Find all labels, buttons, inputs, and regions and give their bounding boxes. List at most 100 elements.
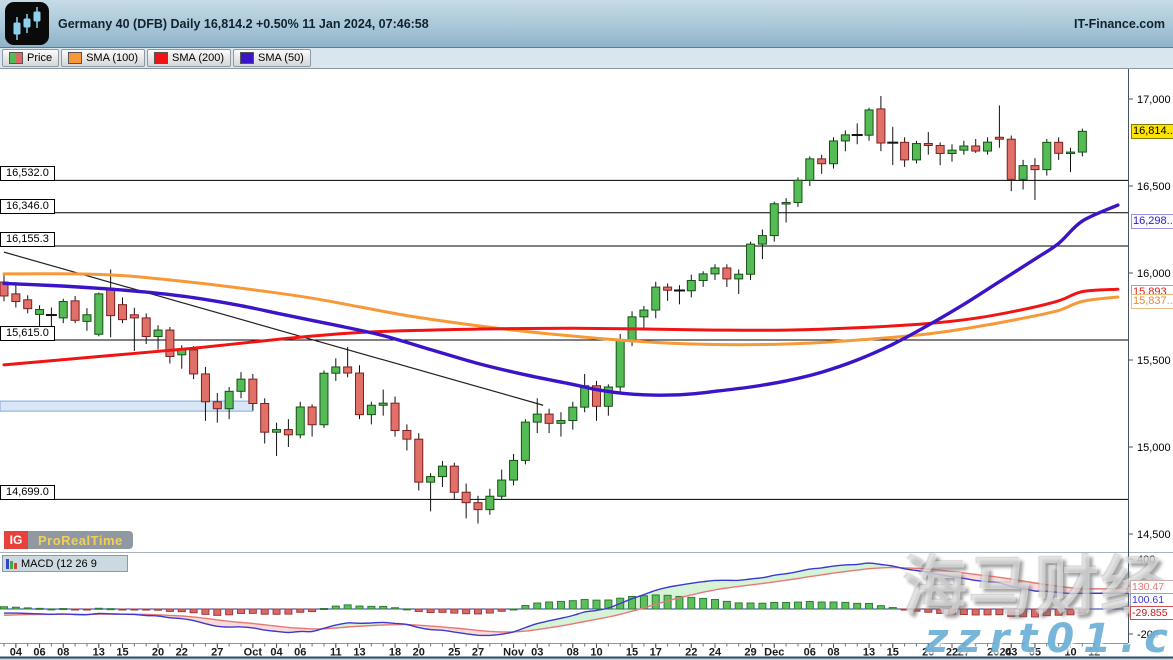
date-axis-label: 11 (330, 647, 342, 659)
sma200-line (2, 287, 1120, 367)
date-axis-label: 04 (270, 647, 283, 659)
candle (165, 329, 175, 358)
candle (757, 235, 767, 245)
macd-hist-bar (94, 607, 103, 610)
macd-hist-bar (11, 606, 20, 610)
candle (426, 476, 436, 483)
level-label: 15,615.0 (0, 325, 55, 341)
macd-line (3, 562, 1128, 637)
sma100-price-flag: 15,837.. (1131, 294, 1173, 310)
macd-hist-bar (331, 605, 340, 610)
candle (485, 495, 495, 511)
candle (1077, 130, 1087, 153)
macd-hist-bar (82, 608, 91, 611)
candle (248, 378, 258, 405)
candle (520, 421, 530, 461)
candle (639, 309, 649, 318)
date-axis-label: 22 (176, 647, 188, 659)
legend-label: SMA (100) (86, 52, 139, 64)
candle (663, 286, 673, 291)
date-axis-label: 06 (294, 647, 306, 659)
macd-hist-bar (521, 605, 530, 610)
candle (544, 413, 554, 424)
date-axis-label: 17 (650, 647, 662, 659)
candle (829, 140, 838, 165)
candle-doji (887, 141, 899, 144)
legend-label: SMA (50) (258, 52, 304, 64)
candle (129, 314, 139, 319)
macd-hist-bar (355, 605, 364, 610)
macd-hist-bar (35, 607, 44, 610)
macd-hist-bar (485, 608, 494, 614)
macd-hist-bar (1054, 608, 1063, 616)
macd-hist-bar (746, 602, 755, 610)
legend-tab-sma50[interactable]: SMA (50) (233, 49, 311, 67)
candle (319, 372, 329, 426)
macd-hist-bar (189, 608, 198, 614)
macd-hist-bar (711, 599, 719, 610)
candle (864, 109, 874, 136)
candle (224, 390, 234, 410)
candle (23, 299, 33, 310)
date-axis-label: 15 (116, 647, 128, 659)
instrument-title: Germany 40 (DFB) Daily 16,814.2 +0.50% 1… (58, 16, 429, 31)
macd-hist-bar (545, 601, 554, 610)
sma50-line (2, 203, 1120, 397)
legend-tab-price[interactable]: Price (2, 49, 60, 67)
macd-hist-bar (319, 607, 328, 610)
date-axis-label: 10 (590, 647, 602, 659)
level-label: 16,155.3 (0, 231, 55, 247)
macd-hist-bar (675, 595, 684, 610)
macd-hist-bar (770, 601, 779, 610)
candle (1018, 165, 1028, 180)
candle (651, 286, 661, 311)
macd-hist-bar (924, 608, 933, 613)
macd-hist-bar (343, 604, 352, 610)
macd-signal-line (3, 566, 1128, 633)
candle (947, 149, 957, 154)
macd-hist-bar (177, 608, 186, 613)
prorealtime-badge[interactable]: IG ProRealTime (4, 531, 133, 549)
macd-hist-bar (995, 608, 1004, 616)
candle (1054, 141, 1064, 154)
macd-hist-bar (248, 608, 257, 614)
macd-hist-bar (142, 608, 151, 611)
date-axis-label: 27 (958, 647, 970, 659)
candle (260, 403, 270, 433)
macd-hist-bar (1066, 608, 1075, 616)
macd-hist-bar (130, 608, 139, 611)
candle (935, 144, 945, 154)
candle (331, 366, 341, 374)
candle (746, 243, 756, 275)
candle (497, 479, 507, 497)
date-axis-label: Nov (503, 647, 525, 659)
candle (876, 108, 886, 144)
candle (461, 491, 471, 504)
macd-indicator-tab[interactable]: MACD (12 26 9 (2, 555, 128, 572)
trendline (3, 251, 544, 406)
macd-hist-bar (841, 601, 850, 610)
candlestick-logo-icon[interactable] (5, 2, 49, 45)
date-axis-label: 03 (531, 647, 543, 659)
macd-hist-bar (296, 608, 305, 613)
legend-tab-sma200[interactable]: SMA (200) (147, 49, 231, 67)
macd-hist-bar (118, 608, 127, 611)
date-axis-label: 05 (1029, 647, 1041, 659)
candle (698, 273, 708, 281)
level-label: 16,532.0 (0, 166, 55, 182)
macd-hist-bar (272, 608, 281, 615)
date-axis-label: 20 (152, 647, 164, 659)
macd-hist-bar (213, 608, 222, 616)
candle (355, 372, 364, 416)
macd-hist-bar (201, 608, 210, 615)
macd-hist-bar (865, 602, 874, 610)
macd-hist-bar (580, 599, 589, 610)
candle (793, 179, 803, 204)
legend-tab-sma100[interactable]: SMA (100) (61, 49, 146, 67)
legend-label: SMA (200) (172, 52, 224, 64)
macd-hist-bar (568, 600, 577, 610)
date-axis-label: 18 (389, 647, 401, 659)
candle (900, 141, 910, 161)
